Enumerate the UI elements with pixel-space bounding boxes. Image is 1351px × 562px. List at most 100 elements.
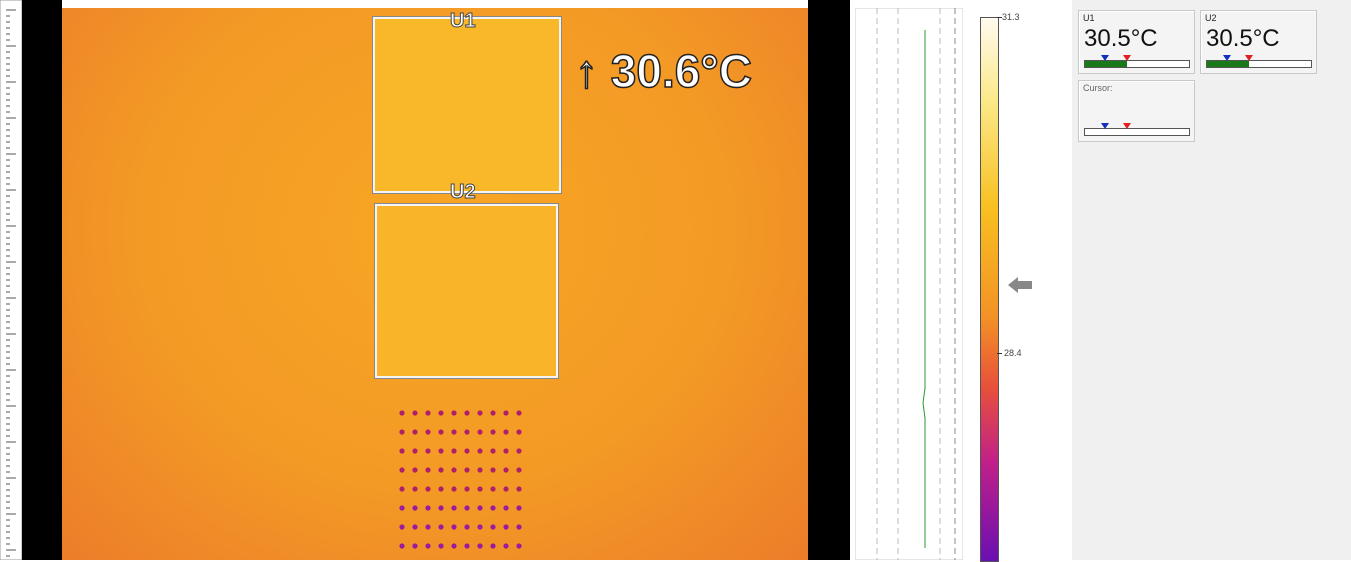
scale-label: 31.3 — [1002, 12, 1020, 22]
dot — [438, 448, 444, 454]
range-bar — [1206, 55, 1312, 68]
dot — [399, 524, 405, 530]
dot — [503, 429, 509, 435]
top-strip — [62, 0, 808, 8]
dot — [438, 467, 444, 473]
dot — [399, 448, 405, 454]
dot — [399, 467, 405, 473]
color-scale — [980, 17, 999, 562]
dot — [477, 486, 483, 492]
dot — [438, 543, 444, 549]
dot — [451, 486, 457, 492]
dot — [399, 543, 405, 549]
dot — [503, 524, 509, 530]
roi-box[interactable] — [373, 17, 561, 193]
dot — [477, 410, 483, 416]
panel-value: 30.5°C — [1206, 25, 1280, 52]
dot — [412, 467, 418, 473]
dot — [399, 505, 405, 511]
dot — [490, 448, 496, 454]
dot — [477, 429, 483, 435]
scale-label: 28.4 — [1004, 348, 1022, 358]
dot — [399, 486, 405, 492]
dot — [425, 448, 431, 454]
dot — [516, 448, 522, 454]
dot — [503, 486, 509, 492]
dot — [516, 505, 522, 511]
scale-tick — [997, 17, 1002, 18]
ruler-bg — [0, 0, 22, 560]
dot — [425, 410, 431, 416]
dot — [425, 524, 431, 530]
dot — [464, 486, 470, 492]
dot — [477, 467, 483, 473]
black-border — [22, 0, 62, 560]
dot — [438, 505, 444, 511]
roi-box[interactable] — [375, 204, 558, 378]
dot — [425, 486, 431, 492]
dot — [490, 543, 496, 549]
level-arrow[interactable] — [1008, 276, 1034, 294]
dot — [412, 524, 418, 530]
scale-tick — [997, 353, 1002, 354]
panel-label: U1 — [1083, 13, 1095, 23]
dot — [503, 448, 509, 454]
dot — [464, 467, 470, 473]
dot — [503, 410, 509, 416]
dot — [451, 448, 457, 454]
dot — [425, 543, 431, 549]
dot — [477, 448, 483, 454]
roi-label: U2 — [450, 181, 477, 204]
dot — [451, 410, 457, 416]
panel-label: Cursor: — [1083, 83, 1113, 93]
dot — [451, 524, 457, 530]
dot — [516, 543, 522, 549]
dot — [412, 429, 418, 435]
max-readout: ↑ 30.6°C — [574, 44, 752, 98]
dot — [412, 543, 418, 549]
cursor-panel[interactable]: Cursor: — [1078, 80, 1195, 142]
roi-panel[interactable]: U2 30.5°C — [1200, 10, 1317, 74]
dot — [477, 524, 483, 530]
dot — [412, 448, 418, 454]
dot — [464, 448, 470, 454]
dot — [516, 486, 522, 492]
black-border — [808, 0, 850, 560]
dot — [490, 467, 496, 473]
dot — [490, 524, 496, 530]
dot — [490, 410, 496, 416]
roi-panel[interactable]: U1 30.5°C — [1078, 10, 1195, 74]
dot — [425, 429, 431, 435]
dot — [451, 543, 457, 549]
range-bar — [1084, 123, 1190, 136]
dot — [464, 410, 470, 416]
range-bar — [1084, 55, 1190, 68]
dot — [438, 410, 444, 416]
dot — [464, 429, 470, 435]
dot — [412, 410, 418, 416]
panel-label: U2 — [1205, 13, 1217, 23]
dot — [464, 543, 470, 549]
dot — [490, 486, 496, 492]
dot — [477, 505, 483, 511]
profile-panel — [855, 8, 963, 560]
dot — [516, 410, 522, 416]
dot — [451, 505, 457, 511]
dot — [438, 429, 444, 435]
dot — [464, 524, 470, 530]
dot — [412, 486, 418, 492]
dot — [425, 505, 431, 511]
dot — [503, 505, 509, 511]
dot — [438, 486, 444, 492]
panel-value: 30.5°C — [1084, 25, 1158, 52]
dot — [451, 429, 457, 435]
dot — [503, 543, 509, 549]
dot — [503, 467, 509, 473]
dot — [451, 467, 457, 473]
dot — [516, 467, 522, 473]
dot — [425, 467, 431, 473]
dot — [490, 505, 496, 511]
dot — [399, 410, 405, 416]
dot — [399, 429, 405, 435]
